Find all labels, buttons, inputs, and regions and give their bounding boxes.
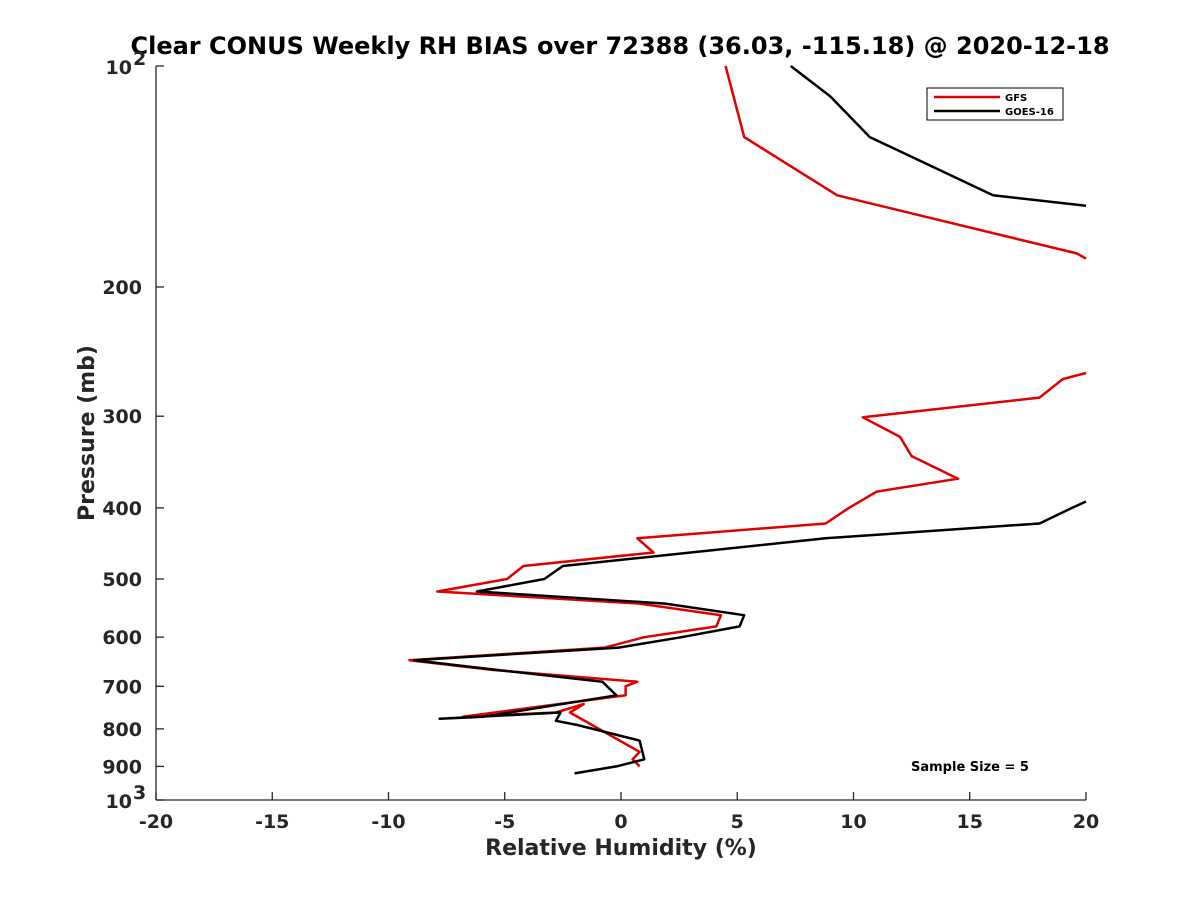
series-line-gfs-segment-0 <box>724 65 1087 260</box>
y-tick-label: 600 <box>102 627 142 649</box>
y-tick-label: 700 <box>102 676 142 698</box>
y-tick-label: 400 <box>102 498 142 520</box>
y-tick-label-exponent: 2 <box>133 48 146 70</box>
y-tick-label-exponent: 3 <box>133 782 146 804</box>
x-tick-label: 15 <box>957 811 983 833</box>
legend: GFS GOES-16 <box>926 87 1064 121</box>
chart-title: Clear CONUS Weekly RH BIAS over 72388 (3… <box>130 32 1109 60</box>
x-tick-label: 10 <box>840 811 866 833</box>
legend-label-gfs: GFS <box>1005 93 1027 104</box>
y-tick-label: 10 <box>106 791 132 813</box>
series-line-goes16-segment-1 <box>412 500 1087 775</box>
series-layer <box>408 65 1087 775</box>
legend-box <box>926 87 1064 121</box>
plot-area <box>156 66 1086 800</box>
y-tick-label: 200 <box>102 277 142 299</box>
y-tick-label: 500 <box>102 569 142 591</box>
y-tick-label: 10 <box>106 57 132 79</box>
x-tick-label: -20 <box>139 811 173 833</box>
x-axis-ticks: -20 -15 -10 -5 0 5 10 15 20 <box>139 792 1099 833</box>
y-tick-label: 900 <box>102 756 142 778</box>
x-tick-label: -10 <box>371 811 405 833</box>
x-tick-label: 20 <box>1073 811 1099 833</box>
x-tick-label: 5 <box>731 811 744 833</box>
series-line-goes16-segment-0 <box>789 65 1087 207</box>
sample-size-annotation: Sample Size = 5 <box>911 760 1029 775</box>
y-axis-label: Pressure (mb) <box>75 345 100 521</box>
y-tick-label: 800 <box>102 719 142 741</box>
x-axis-label: Relative Humidity (%) <box>485 836 757 861</box>
x-tick-label: -5 <box>494 811 515 833</box>
y-tick-label: 300 <box>102 406 142 428</box>
x-tick-label: -15 <box>255 811 289 833</box>
legend-label-goes16: GOES-16 <box>1005 107 1054 118</box>
x-tick-label: 0 <box>614 811 627 833</box>
